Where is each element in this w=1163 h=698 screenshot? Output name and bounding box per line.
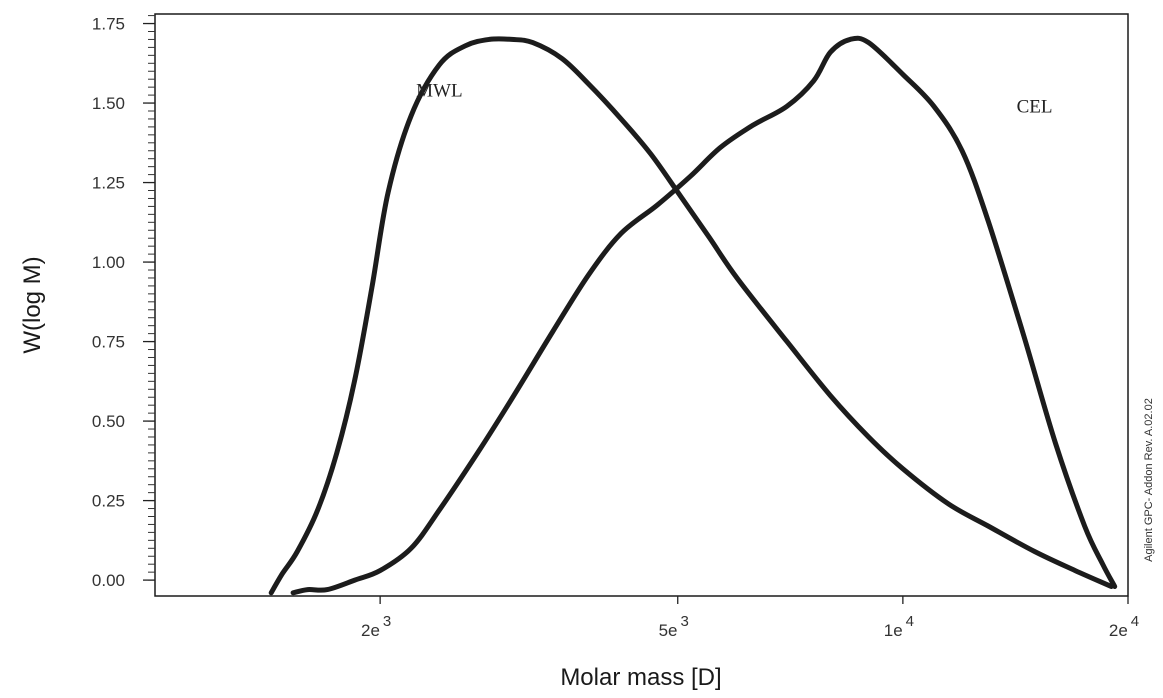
y-tick-label: 0.00 bbox=[92, 571, 125, 590]
x-axis-title: Molar mass [D] bbox=[560, 664, 721, 691]
y-tick-label: 1.50 bbox=[92, 94, 125, 113]
x-axis: 2e 3 5e 3 1e 4 2e 4 bbox=[361, 596, 1139, 640]
x-tick-mantissa: 1e bbox=[884, 621, 903, 640]
x-tick-mantissa: 5e bbox=[659, 621, 678, 640]
y-tick-label: 0.50 bbox=[92, 412, 125, 431]
x-tick-mantissa: 2e bbox=[361, 621, 380, 640]
plot-frame bbox=[154, 13, 1129, 597]
series-annotation: MWL bbox=[416, 81, 462, 102]
series-line-mwl bbox=[268, 36, 1114, 596]
y-tick-label: 0.25 bbox=[92, 492, 125, 511]
x-tick-exponent: 4 bbox=[906, 613, 914, 630]
y-tick-label: 1.00 bbox=[92, 253, 125, 272]
x-tick-label: 5e 3 bbox=[659, 613, 689, 640]
software-footnote: Agilent GPC- Addon Rev. A.02.02 bbox=[1143, 398, 1155, 562]
x-tick-mantissa: 2e bbox=[1109, 621, 1128, 640]
annotations: MWL CEL bbox=[416, 81, 1052, 118]
y-tick-label: 1.75 bbox=[92, 15, 125, 34]
series-group bbox=[268, 35, 1118, 596]
series-annotation: CEL bbox=[1017, 97, 1053, 118]
y-axis: 0.00 0.25 0.50 0.75 1.00 1.25 1.50 1.75 bbox=[92, 15, 155, 590]
x-tick-exponent: 3 bbox=[681, 613, 689, 630]
x-tick-label: 2e 4 bbox=[1109, 613, 1139, 640]
x-tick-exponent: 4 bbox=[1131, 613, 1139, 630]
x-tick-label: 2e 3 bbox=[361, 613, 391, 640]
y-minor-ticks bbox=[148, 15, 155, 581]
series-line-cel bbox=[290, 35, 1118, 596]
x-tick-exponent: 3 bbox=[383, 613, 391, 630]
y-tick-label: 0.75 bbox=[92, 333, 125, 352]
y-tick-label: 1.25 bbox=[92, 174, 125, 193]
x-tick-label: 1e 4 bbox=[884, 613, 914, 640]
y-axis-title: W(log M) bbox=[19, 256, 46, 353]
